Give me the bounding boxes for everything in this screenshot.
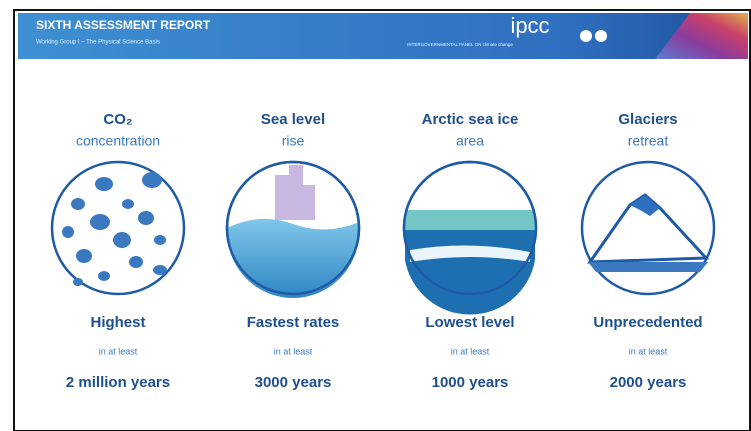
header-title: SIXTH ASSESSMENT REPORT [36,18,211,32]
ipcc-caption: INTERGOVERNMENTAL PANEL ON climate chang… [407,42,513,47]
panel-subtitle: retreat [628,133,669,149]
ipcc-logo: ipcc [510,13,549,38]
panel-title: CO₂ [103,111,132,128]
panel-period: 1000 years [432,374,509,391]
panel-qualifier: in at least [451,346,490,356]
panel-title: Glaciers [618,111,677,128]
panel-headline: Fastest rates [247,314,340,331]
panel-headline: Highest [90,314,145,331]
sea-level-icon [227,162,359,298]
panel-subtitle: concentration [76,133,160,149]
panel-period: 2000 years [610,374,687,391]
panel-qualifier: in at least [99,346,138,356]
panel-headline: Lowest level [425,314,514,331]
panel-qualifier: in at least [629,346,668,356]
panel-subtitle: rise [282,133,305,149]
sea-ice-icon [404,162,536,315]
slide: SIXTH ASSESSMENT REPORT Working Group I … [0,0,751,431]
panel-headline: Unprecedented [593,314,702,331]
panel-title: Sea level [261,111,325,128]
panel-subtitle: area [456,133,484,149]
unep-emblem [595,30,607,42]
panel-qualifier: in at least [274,346,313,356]
co2-icon [52,162,184,294]
wmo-emblem [580,30,592,42]
panel-title: Arctic sea ice [422,111,519,128]
panel-period: 2 million years [66,374,170,391]
panel-period: 3000 years [255,374,332,391]
header-subtitle: Working Group I – The Physical Science B… [36,40,160,46]
glacier-icon [582,162,714,294]
